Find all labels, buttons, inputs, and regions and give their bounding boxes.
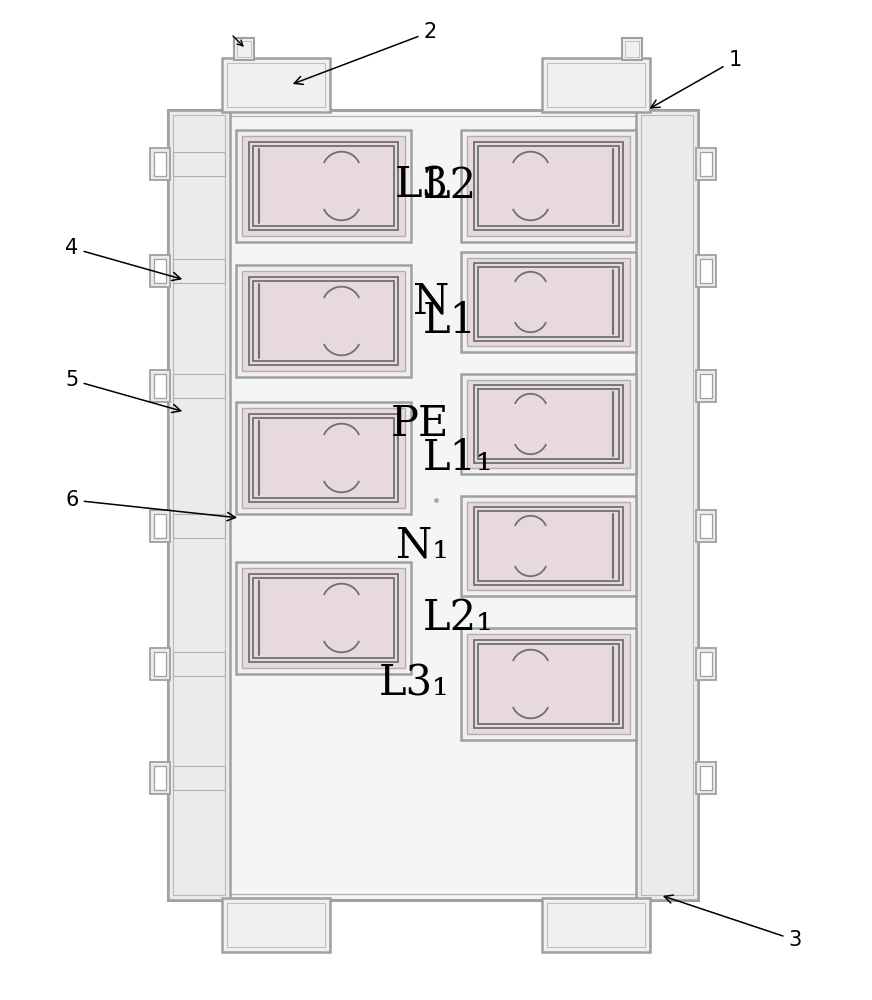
- Text: 6: 6: [65, 490, 235, 521]
- Text: 1: 1: [651, 50, 741, 108]
- Bar: [547, 63, 645, 107]
- Bar: [467, 634, 630, 734]
- Bar: [696, 370, 716, 402]
- Bar: [253, 418, 394, 498]
- Bar: [478, 146, 619, 226]
- Bar: [242, 408, 405, 508]
- Bar: [173, 766, 225, 790]
- Bar: [253, 146, 394, 226]
- Bar: [467, 502, 630, 590]
- Bar: [222, 898, 330, 952]
- Bar: [168, 110, 230, 900]
- Bar: [154, 152, 166, 176]
- Bar: [461, 628, 636, 740]
- Text: PE: PE: [391, 403, 449, 445]
- Bar: [467, 380, 630, 468]
- Bar: [700, 374, 712, 398]
- Bar: [154, 259, 166, 283]
- Bar: [173, 652, 225, 676]
- Bar: [227, 63, 325, 107]
- Bar: [242, 568, 405, 668]
- Bar: [542, 898, 650, 952]
- Bar: [234, 38, 254, 60]
- Bar: [173, 115, 225, 895]
- Bar: [249, 574, 399, 662]
- Bar: [249, 142, 399, 230]
- Bar: [625, 41, 639, 57]
- Bar: [542, 58, 650, 112]
- Bar: [467, 136, 630, 236]
- Bar: [641, 115, 693, 895]
- Bar: [154, 514, 166, 538]
- Bar: [473, 263, 623, 341]
- Bar: [236, 562, 411, 674]
- Bar: [236, 130, 411, 242]
- Bar: [249, 414, 399, 502]
- Bar: [173, 152, 225, 176]
- Bar: [478, 267, 619, 337]
- Bar: [249, 277, 399, 365]
- Bar: [478, 511, 619, 581]
- Bar: [700, 152, 712, 176]
- Bar: [461, 374, 636, 474]
- Bar: [173, 374, 225, 398]
- Bar: [700, 766, 712, 790]
- Text: L2₁: L2₁: [423, 597, 494, 639]
- Bar: [696, 148, 716, 180]
- Bar: [253, 578, 394, 658]
- Bar: [696, 255, 716, 287]
- Text: N₁: N₁: [396, 525, 449, 567]
- Bar: [473, 385, 623, 463]
- Bar: [173, 259, 225, 283]
- Bar: [154, 374, 166, 398]
- Bar: [154, 652, 166, 676]
- Bar: [227, 903, 325, 947]
- Bar: [467, 258, 630, 346]
- Bar: [547, 903, 645, 947]
- Text: L3₁: L3₁: [378, 663, 449, 705]
- Bar: [461, 496, 636, 596]
- Text: L1: L1: [423, 300, 477, 342]
- Bar: [253, 281, 394, 361]
- Bar: [473, 640, 623, 728]
- Bar: [696, 510, 716, 542]
- Bar: [636, 110, 698, 900]
- Bar: [150, 762, 170, 794]
- Bar: [150, 510, 170, 542]
- Bar: [150, 370, 170, 402]
- Bar: [696, 648, 716, 680]
- Text: 4: 4: [65, 238, 181, 281]
- Bar: [150, 148, 170, 180]
- Text: L3: L3: [395, 165, 449, 207]
- Text: N: N: [412, 281, 449, 323]
- Bar: [236, 402, 411, 514]
- Bar: [696, 762, 716, 794]
- Text: 2: 2: [294, 22, 437, 84]
- Bar: [237, 41, 251, 57]
- Bar: [473, 142, 623, 230]
- Text: L1₁: L1₁: [423, 437, 494, 479]
- Text: 3: 3: [664, 895, 801, 950]
- Bar: [473, 507, 623, 585]
- Bar: [700, 259, 712, 283]
- Bar: [461, 252, 636, 352]
- Bar: [478, 644, 619, 724]
- Bar: [168, 110, 698, 900]
- Bar: [150, 648, 170, 680]
- Bar: [173, 514, 225, 538]
- Bar: [478, 389, 619, 459]
- Bar: [700, 514, 712, 538]
- Bar: [154, 766, 166, 790]
- Bar: [242, 271, 405, 371]
- Bar: [150, 255, 170, 287]
- Text: L2: L2: [423, 165, 477, 207]
- Bar: [242, 136, 405, 236]
- Bar: [222, 58, 330, 112]
- Text: 5: 5: [65, 370, 181, 413]
- Bar: [700, 652, 712, 676]
- Bar: [622, 38, 642, 60]
- Bar: [236, 265, 411, 377]
- Bar: [174, 116, 692, 894]
- Bar: [461, 130, 636, 242]
